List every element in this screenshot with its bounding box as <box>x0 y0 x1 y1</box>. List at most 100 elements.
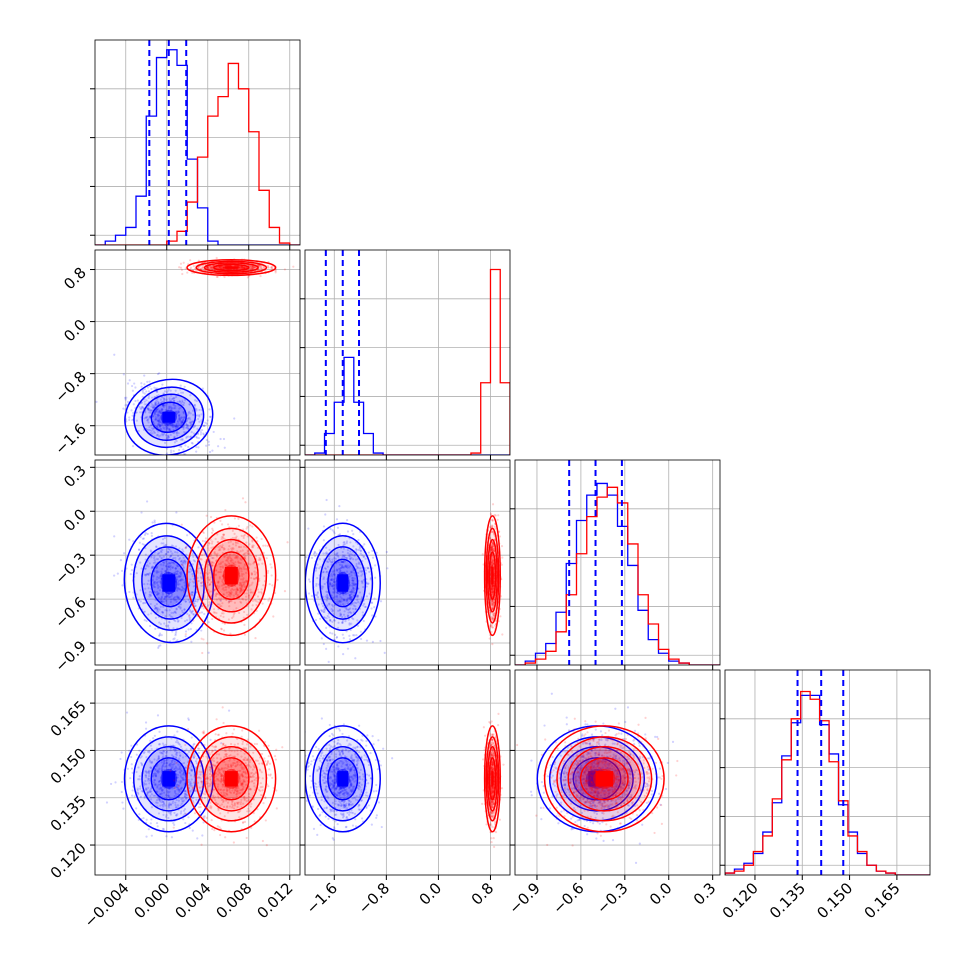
scatter-point <box>173 760 176 763</box>
scatter-point <box>177 780 180 783</box>
scatter-point <box>492 603 495 606</box>
scatter-point <box>174 598 177 601</box>
scatter-point <box>373 597 376 600</box>
scatter-point <box>351 576 354 580</box>
scatter-point <box>359 549 362 552</box>
scatter-point <box>209 563 213 566</box>
scatter-point <box>172 596 176 599</box>
scatter-point <box>191 591 194 594</box>
scatter-point <box>162 600 165 603</box>
scatter-point <box>238 611 241 615</box>
scatter-point <box>187 628 190 631</box>
scatter-point <box>153 519 156 522</box>
scatter-point <box>182 412 186 415</box>
scatter-point <box>164 423 167 427</box>
scatter-point <box>325 552 329 555</box>
scatter-point <box>244 501 247 504</box>
scatter-point <box>240 589 243 592</box>
scatter-point <box>214 593 217 596</box>
scatter-point <box>164 404 167 407</box>
scatter-point <box>159 411 162 415</box>
scatter-point <box>243 585 246 588</box>
scatter-point <box>250 576 253 580</box>
scatter-point <box>491 519 494 522</box>
scatter-point <box>342 543 345 547</box>
scatter-point <box>173 399 176 402</box>
scatter-point <box>178 417 181 420</box>
scatter-point <box>174 425 178 428</box>
scatter-point <box>148 595 151 598</box>
scatter-point <box>234 592 237 595</box>
scatter-point <box>191 788 194 792</box>
scatter-point <box>176 581 180 584</box>
scatter-point <box>154 401 157 405</box>
scatter-point <box>179 788 183 791</box>
scatter-point <box>490 601 493 604</box>
scatter-point <box>191 563 194 566</box>
scatter-point <box>154 411 157 414</box>
scatter-point <box>239 557 242 560</box>
scatter-point <box>366 566 369 569</box>
scatter-point <box>156 796 159 799</box>
scatter-point <box>367 582 370 585</box>
scatter-point <box>338 505 341 508</box>
scatter-point <box>163 399 166 402</box>
scatter-point <box>161 610 164 614</box>
scatter-point <box>187 417 190 420</box>
scatter-point <box>325 617 328 620</box>
scatter-point <box>188 616 191 619</box>
scatter-point <box>226 595 229 598</box>
contour-red <box>186 515 277 637</box>
scatter-point <box>223 589 226 592</box>
scatter-point <box>183 559 186 563</box>
scatter-point <box>332 530 336 533</box>
scatter-point <box>230 547 233 550</box>
scatter-point <box>210 561 214 564</box>
scatter-point <box>188 421 191 424</box>
scatter-point <box>149 411 153 414</box>
contour-blue <box>150 401 187 434</box>
scatter-point <box>164 815 168 818</box>
scatter-point <box>283 589 287 593</box>
scatter-point <box>500 563 503 566</box>
scatter-point <box>133 795 136 798</box>
scatter-point <box>160 596 163 599</box>
scatter-point <box>192 409 195 412</box>
scatter-point <box>215 275 219 279</box>
scatter-point <box>198 408 201 412</box>
scatter-point <box>169 405 172 408</box>
scatter-point <box>346 614 349 617</box>
scatter-point <box>181 272 184 276</box>
scatter-point <box>492 616 495 620</box>
scatter-point <box>156 419 159 422</box>
scatter-point <box>179 384 182 387</box>
scatter-point <box>232 543 235 546</box>
scatter-point <box>241 266 244 269</box>
scatter-point <box>151 566 154 569</box>
scatter-point <box>177 799 180 802</box>
scatter-point <box>494 527 497 530</box>
scatter-point <box>385 550 388 554</box>
scatter-point <box>166 758 169 761</box>
scatter-point <box>210 531 214 534</box>
scatter-point <box>491 559 494 562</box>
scatter-point <box>162 392 165 395</box>
scatter-point <box>172 627 175 630</box>
scatter-point <box>351 576 355 580</box>
scatter-point <box>199 576 203 579</box>
scatter-point <box>222 437 226 441</box>
scatter-point <box>347 611 350 614</box>
scatter-point <box>141 395 144 398</box>
scatter-point <box>215 592 218 595</box>
scatter-point <box>335 552 338 556</box>
scatter-point <box>149 798 153 801</box>
scatter-point <box>230 600 233 603</box>
scatter-point <box>181 460 183 462</box>
scatter-point <box>336 592 340 595</box>
scatter-point <box>150 790 153 793</box>
scatter-point <box>150 567 153 570</box>
scatter-point <box>166 424 170 427</box>
scatter-point <box>144 587 147 590</box>
scatter-point <box>147 587 150 590</box>
scatter-point <box>169 803 173 806</box>
